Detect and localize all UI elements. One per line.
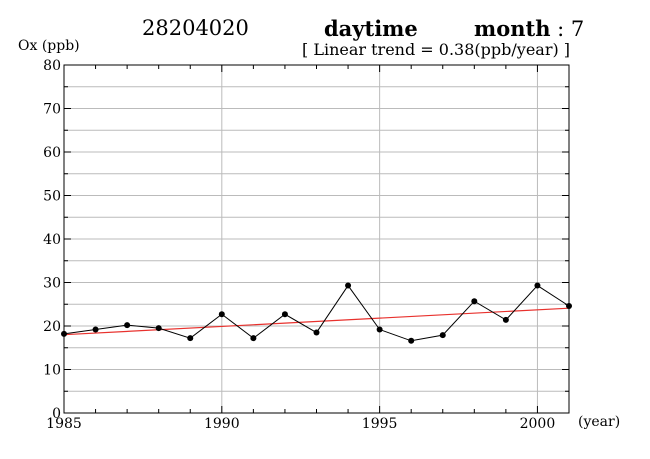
x-tick-label: 1990 (204, 416, 240, 432)
month-label: month (474, 16, 551, 41)
month-indicator: month : 7 (474, 16, 584, 41)
data-point (61, 330, 67, 337)
trend-line (63, 307, 570, 336)
y-axis-label: Ox (ppb) (18, 38, 80, 54)
month-separator: : (550, 17, 571, 41)
data-point (92, 326, 99, 333)
x-tick-label: 1985 (46, 416, 82, 432)
data-point (566, 302, 572, 309)
y-tick-label: 60 (43, 145, 61, 161)
data-point (155, 325, 162, 332)
period-label: daytime (324, 16, 418, 41)
y-tick-label: 70 (43, 102, 61, 118)
y-tick-label: 50 (43, 189, 61, 205)
x-axis-label: (year) (578, 414, 621, 430)
linear-trend-label: [ Linear trend = 0.38(ppb/year) ] (302, 40, 571, 59)
data-point (439, 332, 446, 339)
month-value: 7 (570, 17, 585, 41)
y-tick-label: 20 (43, 319, 61, 335)
station-code: 28204020 (142, 16, 249, 40)
data-point (471, 298, 478, 305)
x-tick-label: 1995 (362, 416, 398, 432)
data-point (250, 335, 257, 342)
y-tick-label: 0 (52, 406, 61, 422)
data-point (502, 316, 509, 323)
data-point (187, 335, 194, 342)
data-point (345, 282, 352, 289)
data-point (408, 337, 415, 344)
y-tick-label: 40 (43, 232, 61, 248)
data-point (281, 311, 288, 318)
y-tick-label: 80 (43, 58, 61, 74)
data-point (124, 322, 131, 329)
data-point (313, 329, 320, 336)
y-tick-label: 10 (43, 363, 61, 379)
x-tick-label: 2000 (520, 416, 556, 432)
y-tick-label: 30 (43, 276, 61, 292)
data-point (218, 311, 225, 318)
data-point (534, 282, 541, 289)
data-point (376, 326, 383, 333)
